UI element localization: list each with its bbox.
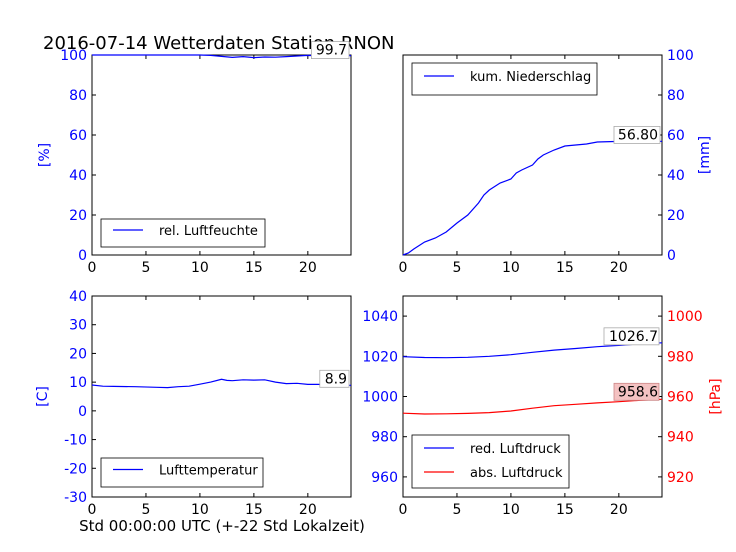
series-line bbox=[91, 378, 351, 389]
y-tick-label: 60 bbox=[69, 128, 87, 144]
y-tick-label: 1040 bbox=[362, 309, 398, 325]
series-line bbox=[402, 342, 663, 359]
y-tick-label: 60 bbox=[667, 128, 685, 144]
panel-top-right: 0 5 10 15 20 0 20 40 60 80 100 56.80 [mm] kum. Nieder… bbox=[399, 48, 713, 276]
y-tick-label: 920 bbox=[667, 470, 694, 486]
legend-box bbox=[411, 62, 598, 96]
x-tick-label: 5 bbox=[452, 260, 461, 276]
y-tick-label: -30 bbox=[64, 490, 87, 506]
y-tick-label: 40 bbox=[69, 168, 87, 184]
x-tick-label: 20 bbox=[610, 502, 628, 518]
legend-entry: kum. Niederschlag bbox=[470, 70, 591, 85]
legend-entry: abs. Luftdruck bbox=[470, 466, 563, 481]
x-tick-label: 10 bbox=[502, 260, 520, 276]
legend-entry: rel. Luftfeuchte bbox=[159, 224, 258, 239]
y-tick-label: 0 bbox=[78, 248, 87, 264]
end-value-label: 958.6 bbox=[618, 384, 658, 400]
y-tick-label: 0 bbox=[78, 404, 87, 420]
end-value-label: 1026.7 bbox=[609, 329, 658, 345]
y-tick-label: 20 bbox=[69, 208, 87, 224]
x-tick-label: 5 bbox=[141, 260, 150, 276]
legend-entry: Lufttemperatur bbox=[159, 464, 258, 479]
x-tick-label: 20 bbox=[610, 260, 628, 276]
y-tick-label: 960 bbox=[667, 390, 694, 406]
x-tick-label: 0 bbox=[88, 260, 97, 276]
y-tick-label: 40 bbox=[667, 168, 685, 184]
legend-box bbox=[100, 218, 266, 248]
y-axis-label: [C] bbox=[35, 386, 51, 407]
x-tick-label: 15 bbox=[556, 502, 574, 518]
y-tick-label: 20 bbox=[69, 346, 87, 362]
legend-box bbox=[411, 434, 570, 489]
x-tick-label: 10 bbox=[502, 502, 520, 518]
y-tick-label: 100 bbox=[667, 48, 694, 64]
legend-entry: red. Luftdruck bbox=[470, 442, 561, 457]
y-tick-label: 980 bbox=[371, 430, 398, 446]
end-value-box bbox=[319, 369, 350, 388]
x-tick-label: 0 bbox=[399, 260, 408, 276]
x-tick-label: 15 bbox=[245, 502, 263, 518]
y-tick-label: 80 bbox=[667, 88, 685, 104]
end-value-label: 56.80 bbox=[618, 127, 658, 143]
series-line bbox=[402, 398, 663, 415]
y-axis-label: [%] bbox=[37, 143, 53, 167]
y-tick-label: 1020 bbox=[362, 349, 398, 365]
y-tick-label: 40 bbox=[69, 289, 87, 305]
y-axis-label: [hPa] bbox=[708, 378, 724, 414]
y-tick-label: 980 bbox=[667, 349, 694, 365]
x-tick-label: 15 bbox=[245, 260, 263, 276]
y-tick-label: 30 bbox=[69, 318, 87, 334]
end-value-box bbox=[310, 41, 350, 59]
y-tick-label: 100 bbox=[60, 48, 87, 64]
y-tick-label: 20 bbox=[667, 208, 685, 224]
x-tick-label: 0 bbox=[88, 502, 97, 518]
y-tick-label: 10 bbox=[69, 375, 87, 391]
x-tick-label: 20 bbox=[299, 502, 317, 518]
legend-box bbox=[100, 457, 264, 488]
legend: kum. Niederschlag bbox=[411, 62, 598, 96]
y-tick-label: -20 bbox=[64, 461, 87, 477]
x-tick-label: 5 bbox=[141, 502, 150, 518]
legend: red. Luftdruck abs. Luftdruck bbox=[411, 434, 570, 489]
end-value-label: 99.7 bbox=[316, 43, 347, 59]
y-tick-label: -10 bbox=[64, 433, 87, 449]
panel-bottom-left: 0 5 10 15 20 -30 -20 -10 0 10 20 30 40 8.9 [C] Lufttemp… bbox=[35, 289, 352, 518]
y-tick-label: 80 bbox=[69, 88, 87, 104]
y-tick-label: 1000 bbox=[667, 309, 703, 325]
figure-title: 2016-07-14 Wetterdaten Station RNON bbox=[43, 33, 394, 54]
x-tick-label: 5 bbox=[452, 502, 461, 518]
y-tick-label: 940 bbox=[667, 430, 694, 446]
end-value-box bbox=[613, 126, 661, 144]
y-axis-label: [mm] bbox=[697, 136, 713, 174]
y-tick-label: 0 bbox=[667, 248, 676, 264]
x-tick-label: 0 bbox=[399, 502, 408, 518]
panel-top-left: 0 5 10 15 20 0 20 40 60 80 100 99.7 [%] rel. Luftfeuc… bbox=[37, 41, 352, 276]
y-tick-label: 1000 bbox=[362, 390, 398, 406]
series-line bbox=[402, 140, 662, 256]
y-tick-label: 960 bbox=[371, 470, 398, 486]
x-tick-label: 10 bbox=[191, 260, 209, 276]
end-value-label: 8.9 bbox=[325, 371, 347, 387]
legend: Lufttemperatur bbox=[100, 457, 264, 488]
legend: rel. Luftfeuchte bbox=[100, 218, 266, 248]
figure-xlabel: Std 00:00:00 UTC (+-22 Std Lokalzeit) bbox=[79, 517, 365, 535]
panel-bottom-right: 0 5 10 15 20 960 980 1000 1020 1040 920 940 960 980 10… bbox=[362, 295, 724, 518]
x-tick-label: 10 bbox=[191, 502, 209, 518]
x-tick-label: 15 bbox=[556, 260, 574, 276]
end-value-box bbox=[603, 327, 660, 346]
x-tick-label: 20 bbox=[299, 260, 317, 276]
end-value-box bbox=[613, 382, 660, 401]
